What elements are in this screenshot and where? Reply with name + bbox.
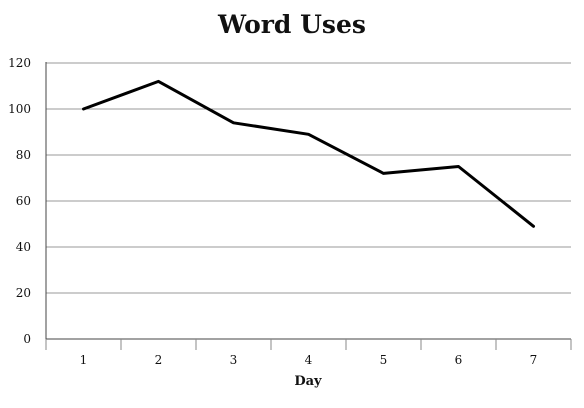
x-axis-title: Day [294, 374, 322, 389]
y-tick-label: 20 [16, 286, 31, 300]
series-line [82, 79, 535, 228]
axes [45, 62, 572, 350]
y-tick-label: 0 [23, 332, 31, 346]
chart-title: Word Uses [218, 10, 366, 39]
x-tick-label: 5 [380, 353, 388, 367]
y-tick-label: 120 [8, 56, 31, 70]
x-tick-label: 7 [530, 353, 538, 367]
x-tick-label: 6 [455, 353, 463, 367]
y-tick-label: 60 [16, 194, 31, 208]
gridlines [46, 62, 571, 294]
y-tick-label: 80 [16, 148, 31, 162]
x-tick-label: 4 [305, 353, 313, 367]
y-tick-label: 40 [16, 240, 31, 254]
x-tick-label: 1 [80, 353, 88, 367]
x-tick-label: 3 [230, 353, 238, 367]
x-tick-label: 2 [155, 353, 163, 367]
y-tick-labels: 0 20 40 60 80 100 120 [8, 56, 31, 346]
x-tick-labels: 1 2 3 4 5 6 7 [80, 353, 538, 367]
y-tick-label: 100 [8, 102, 31, 116]
series-layer [82, 79, 535, 228]
